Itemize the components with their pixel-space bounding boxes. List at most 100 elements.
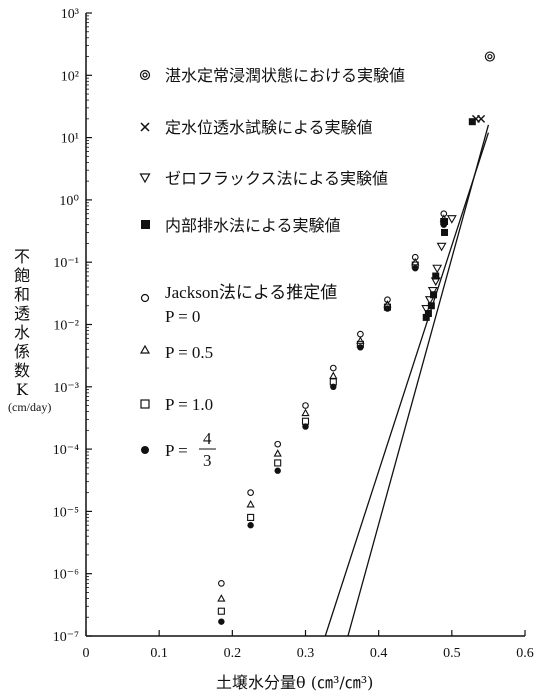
point-jackson-p43 [302,423,309,430]
point-jackson-p0 [384,296,391,304]
y-axis-label-char: 飽 [14,266,30,285]
legend-label-p10: P = 1.0 [165,395,213,414]
point-jackson-p05 [217,594,226,602]
y-axis-label-char: 係 [14,342,30,361]
filled-square-marker [141,220,150,229]
legend-item-p10: P = 1.0 [140,395,213,414]
y-tick-label: 10⁻³ [53,381,79,396]
x-tick-label: 0.5 [443,646,461,661]
y-axis-label-char: 透 [14,304,30,323]
legend: 湛水定常浸潤状態における実験値 定水位透水試験による実験値 ゼロフラックス法によ… [139,66,405,470]
x-tick-label: 0.6 [516,646,534,661]
y-axis-label-char: K [16,380,29,399]
fit-line [347,124,490,637]
y-tick-label: 10² [61,69,79,84]
point-jackson-p0 [357,330,364,338]
y-axis-label-char: 不 [14,247,30,266]
legend-label-internal-drainage: 内部排水法による実験値 [165,216,341,235]
point-internal-drainage [427,302,435,310]
legend-label-p43: P = [165,441,188,460]
point-zero-flux [432,264,443,274]
point-jackson-p43 [357,344,364,351]
point-flooded-inner [487,53,493,60]
point-jackson-p0 [274,440,282,448]
point-zero-flux [446,215,457,224]
legend-p43-denominator: 3 [203,451,212,470]
legend-label-constant-head: 定水位透水試験による実験値 [165,118,373,137]
x-marker [140,122,150,132]
legend-item-jackson: Jackson法による推定値 P = 0 [140,283,337,326]
legend-item-p43: P = 4 3 [141,429,216,470]
y-axis-label-char: 和 [14,285,30,304]
legend-item-constant-head: 定水位透水試験による実験値 [140,118,373,137]
point-zero-flux [427,287,438,296]
y-tick-label: 10³ [61,7,79,22]
y-tick-label: 10⁻¹ [53,256,79,271]
y-axis-label-char: 水 [14,323,30,342]
y-axis-label-char: 数 [14,361,30,380]
x-tick-label: 0 [83,646,90,661]
y-axis-unit: (cm/day) [8,400,51,414]
point-jackson-p0 [218,580,225,587]
point-jackson-p43 [412,265,419,272]
double-circle-marker [139,69,151,81]
y-tick-label: 10¹ [61,132,79,147]
point-internal-drainage [422,313,430,321]
point-internal-drainage [441,228,449,236]
double-circle-marker-inner [142,72,148,78]
point-jackson-p05 [329,371,338,379]
point-jackson-p43 [247,522,254,529]
point-internal-drainage [468,118,476,126]
filled-circle-marker [141,446,149,454]
x-axis-label: 土壌水分量θ (㎝³/㎝³) [216,673,373,692]
point-jackson-p05 [356,336,365,344]
point-jackson-p0 [302,402,309,409]
triangle-down-marker [139,173,151,184]
x-tick-label: 0.3 [297,646,315,661]
x-tick-label: 0.4 [370,646,388,661]
legend-label-flooded: 湛水定常浸潤状態における実験値 [165,66,405,85]
x-tick-label: 0.1 [150,646,168,661]
open-square-marker [140,399,150,409]
legend-label-p05: P = 0.5 [165,343,213,362]
legend-p43-numerator: 4 [203,429,212,448]
open-circle-marker [140,293,150,303]
point-constant-head [477,114,486,123]
point-jackson-p05 [301,408,310,417]
point-zero-flux [424,296,435,305]
point-internal-drainage [430,291,438,299]
point-zero-flux [436,242,447,252]
point-internal-drainage [432,272,440,280]
point-jackson-p10 [217,607,225,615]
fit-line [324,132,490,637]
legend-label-jackson: Jackson法による推定値 [165,283,337,302]
y-tick-label: 10⁻² [53,319,79,334]
tick-labels: 0 0.1 0.2 0.3 0.4 0.5 0.6 10⁻⁷ 10⁻⁶ 10⁻⁵ 10⁻⁴ 10⁻³ 1… [53,7,534,661]
point-jackson-p43 [330,383,337,390]
legend-item-p05: P = 0.5 [139,343,213,362]
legend-item-flooded: 湛水定常浸潤状態における実験値 [139,66,405,85]
point-jackson-p43 [440,221,447,228]
point-jackson-p10 [274,459,282,467]
point-jackson-p43 [384,305,391,312]
axes [85,13,525,637]
point-jackson-p10 [301,417,310,425]
open-triangle-marker [139,344,151,354]
y-tick-label: 10⁻⁵ [53,505,79,520]
point-jackson-p0 [247,489,254,496]
y-tick-label: 10⁰ [59,194,79,209]
point-jackson-p10 [247,513,255,521]
y-tick-label: 10⁻⁴ [53,443,79,458]
legend-label-zero-flux: ゼロフラックス法による実験値 [165,169,388,188]
legend-item-zero-flux: ゼロフラックス法による実験値 [139,169,388,188]
y-tick-label: 10⁻⁷ [53,630,79,645]
point-jackson-p05 [246,499,255,508]
point-jackson-p05 [273,449,282,457]
x-tick-label: 0.2 [224,646,242,661]
point-flooded [484,51,495,62]
point-jackson-p43 [218,618,225,625]
point-jackson-p0 [329,364,337,372]
point-internal-drainage [424,310,432,318]
